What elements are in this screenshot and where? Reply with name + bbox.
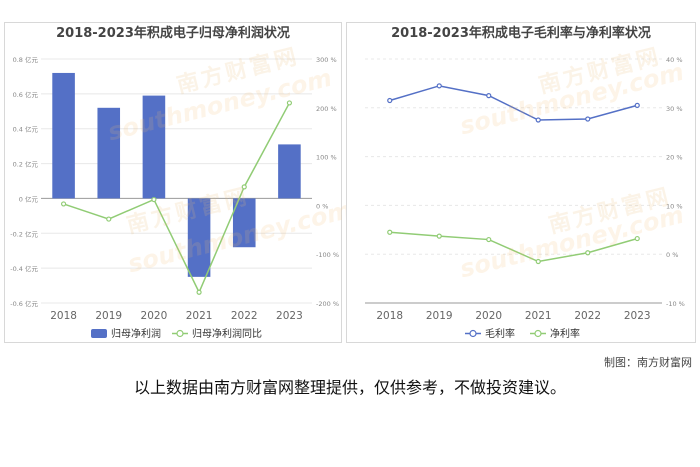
x-tick-label: 2021 (186, 310, 213, 322)
legend-label: 毛利率 (485, 327, 515, 340)
net-profit-chart: -0.6 亿元 -0.4 亿元 -0.2 亿元 0 亿元 0.2 亿元 0.4 亿元 0.6… (10, 55, 339, 340)
y2-tick-label: 200 % (316, 105, 337, 113)
bar (52, 72, 75, 199)
y2-tick-label: 0 % (316, 202, 328, 210)
legend-swatch-marker (469, 329, 477, 338)
y-tick-label: 0.2 亿元 (13, 160, 39, 169)
y2-tick-label: 300 % (316, 56, 337, 64)
line-point (151, 196, 157, 203)
y-tick-label: -0.6 亿元 (10, 299, 38, 308)
bar (97, 107, 121, 199)
y-tick-label: 0 亿元 (19, 194, 39, 203)
bar (278, 144, 301, 199)
line-point (241, 184, 247, 190)
line-point (106, 216, 112, 222)
line-point (535, 117, 541, 123)
line-point (436, 83, 442, 89)
legend-label: 净利率 (550, 327, 580, 340)
line-point (634, 235, 640, 242)
x-tick-label: 2018 (50, 310, 77, 322)
series-line (389, 231, 638, 263)
x-tick-label: 2020 (475, 310, 502, 322)
line-point (634, 102, 640, 108)
y-tick-label: 0.8 亿元 (13, 55, 39, 64)
chart-title: 2018-2023年积成电子毛利率与净利率状况 (391, 26, 651, 41)
x-tick-label: 2021 (525, 310, 552, 322)
bar (142, 95, 166, 199)
y2-tick-label: 40 % (666, 56, 683, 64)
credit-label: 制图：南方财富网 (604, 356, 692, 369)
line-point (486, 236, 492, 243)
legend-swatch (91, 329, 107, 338)
y2-tick-label: 30 % (666, 105, 683, 113)
x-tick-label: 2022 (574, 310, 601, 322)
line-point (387, 97, 393, 104)
disclaimer-text: 以上数据由南方财富网整理提供，仅供参考，不做投资建议。 (133, 378, 566, 397)
x-tick-label: 2019 (426, 310, 453, 322)
line-point (585, 116, 591, 122)
bar (232, 198, 256, 248)
legend-swatch-marker (176, 329, 184, 338)
legend-label: 归母净利润 (111, 327, 161, 340)
legend-swatch-marker (534, 329, 542, 338)
line-point (535, 258, 541, 265)
x-tick-label: 2023 (624, 310, 651, 322)
y2-tick-label: 100 % (316, 154, 337, 162)
bar (187, 198, 211, 277)
y-tick-label: 0.6 亿元 (13, 90, 39, 99)
y2-tick-label: 10 % (666, 202, 683, 210)
chart-panel-margins: 2018-2023年积成电子毛利率与净利率状况 -10 % 0 % 10 % 20 %… (346, 22, 696, 343)
x-tick-label: 2020 (141, 310, 168, 322)
margin-chart: -10 % 0 % 10 % 20 % 30 % 40 % 2018 2019 2020 2021… (365, 56, 685, 340)
line-point (286, 100, 293, 106)
y-tick-label: 0.4 亿元 (13, 125, 39, 134)
y2-tick-label: -100 % (316, 251, 339, 259)
y2-tick-label: -200 % (316, 300, 339, 308)
x-tick-label: 2018 (376, 310, 403, 322)
legend-label: 归母净利润同比 (192, 327, 262, 340)
x-tick-label: 2023 (276, 310, 303, 322)
y-tick-label: -0.4 亿元 (10, 264, 38, 273)
y2-tick-label: -10 % (666, 300, 685, 308)
y-tick-label: -0.2 亿元 (10, 229, 38, 238)
series-line (389, 85, 638, 121)
x-tick-label: 2019 (95, 310, 122, 322)
line-point (387, 229, 393, 235)
line-point (196, 289, 202, 295)
line-point (585, 250, 591, 256)
line-point (436, 233, 442, 239)
chart-panel-net-profit: 2018-2023年积成电子归母净利润状况 -0.6 亿元 -0.4 亿元 -0.2… (4, 22, 355, 343)
series-line (63, 102, 291, 295)
chart-title: 2018-2023年积成电子归母净利润状况 (56, 26, 290, 41)
y2-tick-label: 0 % (666, 251, 678, 259)
x-tick-label: 2022 (231, 310, 258, 322)
line-point (60, 201, 67, 207)
y2-tick-label: 20 % (666, 154, 683, 162)
line-point (486, 92, 492, 99)
